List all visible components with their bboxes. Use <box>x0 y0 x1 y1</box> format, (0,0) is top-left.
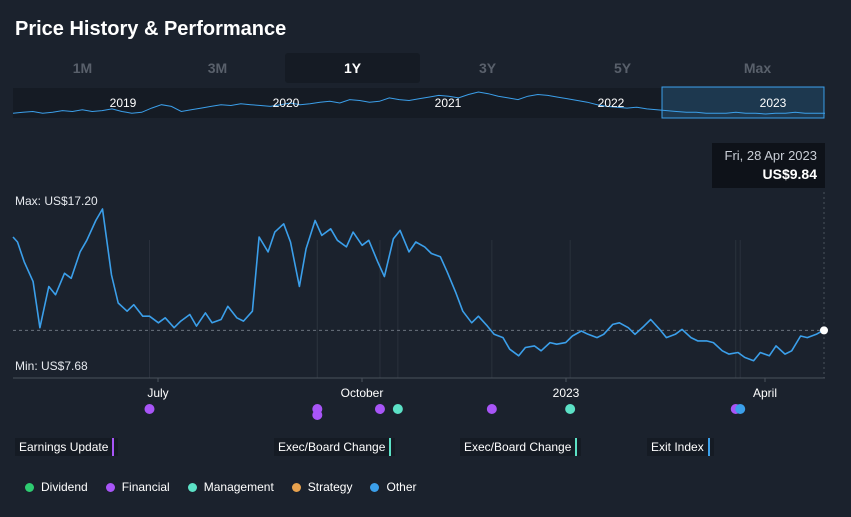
navigator-year: 2021 <box>435 96 462 110</box>
tab-1y[interactable]: 1Y <box>285 53 420 83</box>
event-dot <box>312 410 323 420</box>
tooltip-date: Fri, 28 Apr 2023 <box>724 148 818 163</box>
event-dot <box>374 404 385 414</box>
legend-item-management[interactable]: Management <box>187 480 274 494</box>
legend-dot <box>25 482 34 492</box>
legend-label: Financial <box>121 480 170 494</box>
event-dot <box>735 404 746 414</box>
current-price-marker <box>820 326 828 335</box>
tooltip-price: US$9.84 <box>762 166 817 182</box>
month-label: April <box>752 386 778 400</box>
event-label-bar <box>707 438 710 456</box>
legend-item-strategy[interactable]: Strategy <box>291 480 353 494</box>
navigator-selection <box>661 86 825 119</box>
navigator-year: 2020 <box>273 96 300 110</box>
month-label: October <box>340 386 384 400</box>
event-label-text: Exit Index <box>651 440 704 454</box>
legend-dot <box>291 482 301 492</box>
month-label: July <box>147 386 169 400</box>
event-label[interactable]: Exit Index <box>647 438 714 456</box>
legend-label: Dividend <box>41 480 88 494</box>
event-label-text: Earnings Update <box>19 440 109 454</box>
legend-label: Management <box>203 480 274 494</box>
price-line <box>12 208 824 362</box>
event-label-bar <box>112 438 115 456</box>
tab-5y[interactable]: 5Y <box>613 60 632 76</box>
event-dot <box>144 404 155 414</box>
legend-item-other[interactable]: Other <box>370 480 417 494</box>
event-label[interactable]: Exec/Board Change <box>274 438 396 456</box>
legend-dot <box>105 482 115 492</box>
min-label: Min: US$7.68 <box>15 359 88 373</box>
tab-max[interactable]: Max <box>743 60 772 76</box>
legend: Dividend Financial Management Strategy Other <box>25 480 417 494</box>
navigator-year: 2023 <box>760 96 787 110</box>
legend-label: Strategy <box>307 480 353 494</box>
navigator-year: 2019 <box>110 96 137 110</box>
navigator-bg <box>13 88 825 118</box>
event-label-bar <box>575 438 578 456</box>
event-label[interactable]: Earnings Update <box>15 438 119 456</box>
page-title: Price History & Performance <box>15 18 287 40</box>
legend-label: Other <box>386 480 417 494</box>
event-dot <box>565 404 576 414</box>
legend-dot <box>370 482 380 492</box>
legend-item-dividend[interactable]: Dividend <box>25 480 88 494</box>
event-label-text: Exec/Board Change <box>464 440 572 454</box>
period-tabs: 1M 3M 1Y 3Y 5Y Max <box>15 53 825 83</box>
event-label-bar <box>389 438 392 456</box>
price-tooltip: Fri, 28 Apr 2023 US$9.84 <box>712 143 825 188</box>
navigator-year: 2022 <box>598 96 625 110</box>
month-label: 2023 <box>552 386 580 400</box>
legend-dot <box>187 482 197 492</box>
navigator-line <box>12 91 825 115</box>
tab-3y[interactable]: 3Y <box>478 60 497 76</box>
event-dot <box>392 404 403 414</box>
tab-3m[interactable]: 3M <box>207 60 228 76</box>
max-label: Max: US$17.20 <box>15 194 98 208</box>
tab-1m[interactable]: 1M <box>72 60 93 76</box>
legend-item-financial[interactable]: Financial <box>105 480 170 494</box>
event-label-text: Exec/Board Change <box>278 440 386 454</box>
event-dot <box>486 404 497 414</box>
event-label[interactable]: Exec/Board Change <box>460 438 582 456</box>
